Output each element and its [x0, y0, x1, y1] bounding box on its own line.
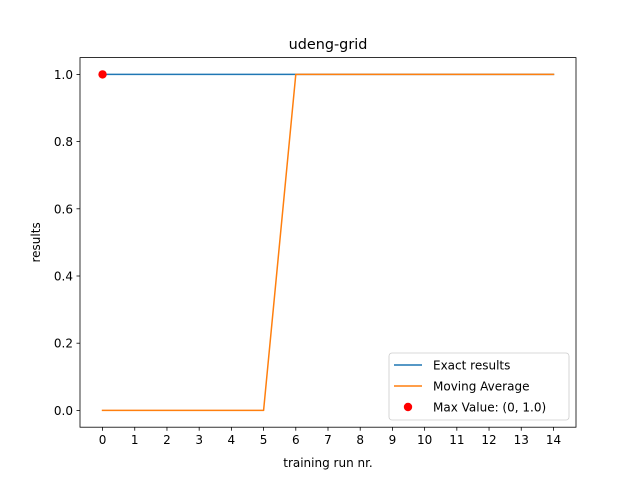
- x-tick-label: 11: [449, 433, 464, 447]
- max-value-marker: [98, 70, 107, 79]
- y-tick-label: 0.8: [54, 135, 73, 149]
- legend-label-exact-results: Exact results: [433, 359, 510, 373]
- y-axis-ticks: 0.0 0.2 0.4 0.6 0.8 1.0: [54, 68, 80, 418]
- y-tick-label: 0.6: [54, 202, 73, 216]
- legend-label-max-value: Max Value: (0, 1.0): [433, 401, 546, 415]
- x-tick-label: 0: [99, 433, 107, 447]
- series-layer: [101, 73, 555, 412]
- marker-layer: [98, 70, 107, 79]
- y-axis-label: results: [29, 222, 43, 262]
- legend-label-moving-average: Moving Average: [433, 380, 529, 394]
- x-axis-label: training run nr.: [283, 456, 373, 470]
- x-tick-label: 6: [292, 433, 300, 447]
- x-tick-label: 4: [228, 433, 236, 447]
- x-tick-label: 13: [514, 433, 529, 447]
- y-tick-label: 0.2: [54, 337, 73, 351]
- plot-area: [79, 57, 577, 428]
- y-tick-label: 0.0: [54, 404, 73, 418]
- y-tick-label: 0.4: [54, 270, 73, 284]
- chart-title: udeng-grid: [289, 37, 368, 53]
- y-tick-label: 1.0: [54, 68, 73, 82]
- x-axis-ticks: 0 1 2 3 4 5 6 7 8 9 10 11 12 13 14: [99, 427, 561, 447]
- x-tick-label: 3: [195, 433, 203, 447]
- x-tick-label: 10: [417, 433, 432, 447]
- legend: Exact results Moving Average Max Value: …: [388, 352, 570, 421]
- x-tick-label: 2: [163, 433, 171, 447]
- legend-marker-max-value: [403, 402, 413, 412]
- x-tick-label: 9: [389, 433, 397, 447]
- x-tick-label: 8: [356, 433, 364, 447]
- x-tick-label: 1: [131, 433, 139, 447]
- x-tick-label: 12: [481, 433, 496, 447]
- series-line-moving-average: [101, 73, 555, 412]
- x-tick-label: 14: [546, 433, 561, 447]
- legend-box: [388, 352, 570, 421]
- x-tick-label: 5: [260, 433, 268, 447]
- x-tick-label: 7: [324, 433, 332, 447]
